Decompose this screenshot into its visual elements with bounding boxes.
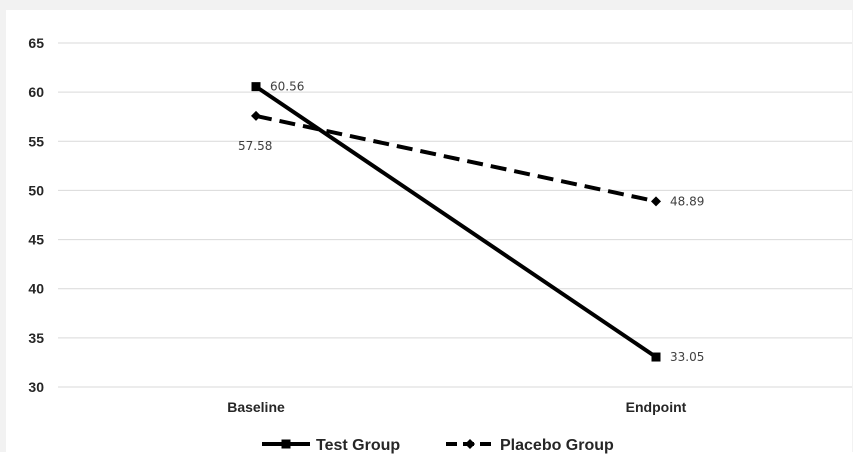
test-group-data-label: 60.56 bbox=[270, 80, 304, 94]
test-group-data-label: 33.05 bbox=[670, 350, 704, 364]
y-tick-label: 55 bbox=[28, 133, 44, 149]
legend-label-placebo-group: Placebo Group bbox=[500, 437, 614, 454]
legend-marker-test-group bbox=[281, 439, 291, 449]
y-tick-label: 60 bbox=[28, 84, 44, 100]
x-tick-label: Baseline bbox=[227, 399, 285, 415]
y-tick-label: 45 bbox=[28, 232, 44, 248]
placebo-group-point bbox=[251, 110, 261, 121]
placebo-group-data-label: 57.58 bbox=[238, 139, 272, 153]
y-tick-label: 40 bbox=[28, 281, 44, 297]
legend-label-test-group: Test Group bbox=[316, 437, 400, 454]
legend-marker-placebo-group bbox=[465, 439, 475, 449]
y-tick-label: 65 bbox=[28, 35, 44, 51]
test-group-point bbox=[651, 352, 661, 362]
test-group-point bbox=[251, 82, 261, 92]
test-group-line bbox=[254, 84, 658, 359]
placebo-group-data-label: 48.89 bbox=[670, 194, 704, 208]
y-tick-label: 35 bbox=[28, 330, 44, 346]
placebo-group-point bbox=[651, 196, 661, 207]
line-chart: 30 35 40 45 50 55 60 65 Baseline Endpoint 60.56 33.… bbox=[28, 35, 852, 454]
y-tick-label: 30 bbox=[28, 379, 44, 395]
x-tick-label: Endpoint bbox=[626, 399, 687, 415]
placebo-group-line bbox=[255, 113, 657, 204]
y-tick-label: 50 bbox=[28, 182, 44, 198]
